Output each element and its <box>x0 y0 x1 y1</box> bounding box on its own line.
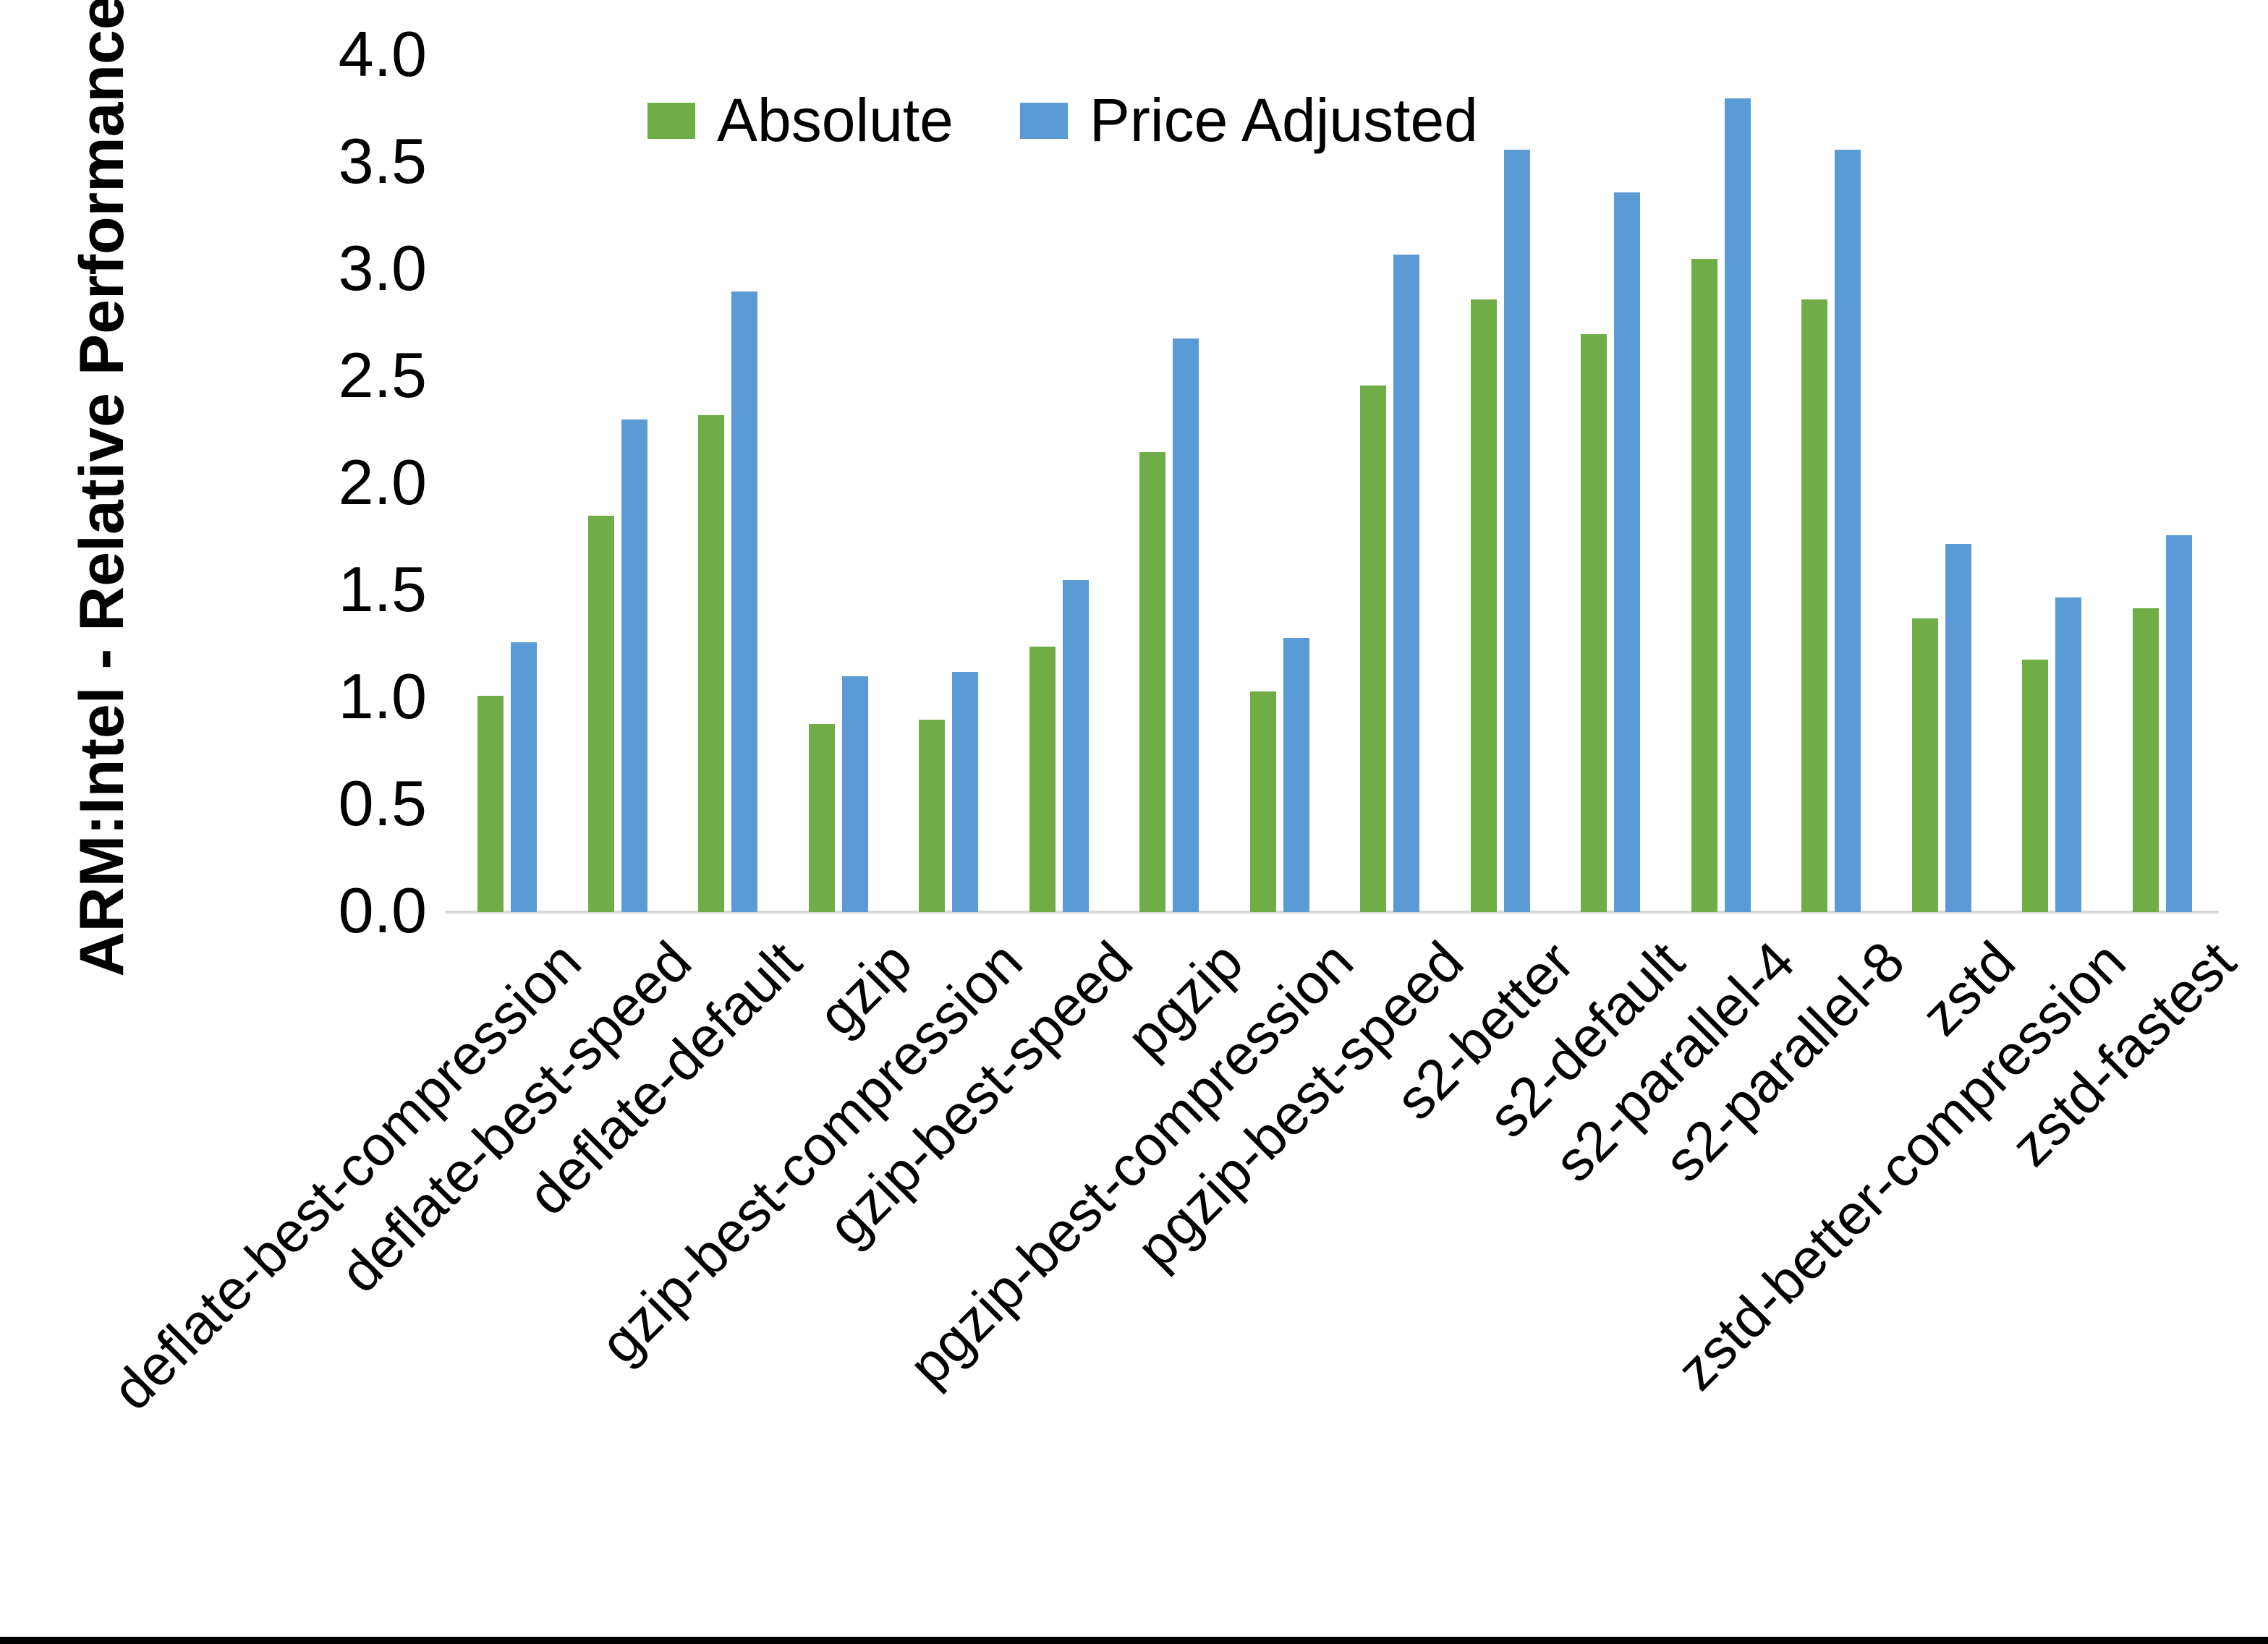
legend: Absolute Price Adjusted <box>647 85 1478 156</box>
bar-absolute-s2-better <box>1470 299 1497 912</box>
bar-absolute-s2-default <box>1581 333 1607 912</box>
y-tick-4.0: 4.0 <box>338 17 427 90</box>
bar-price-adjusted-gzip <box>841 676 868 912</box>
bar-price-adjusted-gzip-best-speed <box>1062 580 1089 912</box>
y-tick-1.0: 1.0 <box>338 660 427 732</box>
bar-price-adjusted-s2-parallel-8 <box>1835 150 1861 912</box>
y-tick-0.0: 0.0 <box>338 874 427 946</box>
bar-price-adjusted-deflate-default <box>731 291 758 912</box>
bar-price-adjusted-gzip-best-compression <box>952 672 979 912</box>
legend-swatch-price-adjusted <box>1019 102 1068 139</box>
bar-absolute-gzip-best-speed <box>1029 646 1056 912</box>
x-axis-line <box>445 911 2219 913</box>
bar-absolute-gzip <box>808 723 835 912</box>
bar-absolute-deflate-best-compression <box>477 696 504 912</box>
legend-label-absolute: Absolute <box>717 86 954 154</box>
bar-price-adjusted-pgzip <box>1173 338 1199 912</box>
y-tick-2.5: 2.5 <box>338 338 427 411</box>
bar-absolute-s2-parallel-4 <box>1691 259 1717 912</box>
y-tick-2.0: 2.0 <box>338 446 427 518</box>
bar-price-adjusted-deflate-best-speed <box>621 419 647 912</box>
y-tick-3.0: 3.0 <box>338 231 427 304</box>
bar-absolute-zstd-better-compression <box>2022 659 2049 912</box>
bottom-border <box>0 1637 2268 1644</box>
bar-absolute-zstd <box>1911 618 1938 912</box>
bar-absolute-zstd-fastest <box>2132 608 2159 912</box>
y-axis-title: ARM:Intel - Relative Performance <box>67 0 137 977</box>
bar-absolute-deflate-default <box>698 415 725 912</box>
legend-swatch-absolute <box>647 102 695 139</box>
y-tick-0.5: 0.5 <box>338 767 427 839</box>
bar-price-adjusted-s2-better <box>1503 150 1530 912</box>
bar-price-adjusted-pgzip-best-speed <box>1393 255 1420 912</box>
bar-price-adjusted-pgzip-best-compression <box>1283 638 1309 912</box>
bar-price-adjusted-zstd-fastest <box>2165 535 2192 912</box>
bar-absolute-deflate-best-speed <box>587 516 614 912</box>
bar-absolute-pgzip-best-speed <box>1360 385 1387 912</box>
bar-absolute-s2-parallel-8 <box>1801 299 1828 912</box>
bar-absolute-gzip-best-compression <box>919 719 946 912</box>
bar-price-adjusted-s2-default <box>1614 192 1641 912</box>
y-tick-3.5: 3.5 <box>338 124 427 197</box>
bar-price-adjusted-zstd-better-compression <box>2055 597 2082 912</box>
bar-price-adjusted-zstd <box>1945 543 1971 912</box>
bar-absolute-pgzip <box>1139 451 1166 912</box>
bar-price-adjusted-s2-parallel-4 <box>1724 98 1751 912</box>
bar-price-adjusted-deflate-best-compression <box>511 642 538 912</box>
y-tick-1.5: 1.5 <box>338 553 427 625</box>
legend-label-price-adjusted: Price Adjusted <box>1089 86 1478 154</box>
bar-absolute-pgzip-best-compression <box>1249 691 1276 912</box>
